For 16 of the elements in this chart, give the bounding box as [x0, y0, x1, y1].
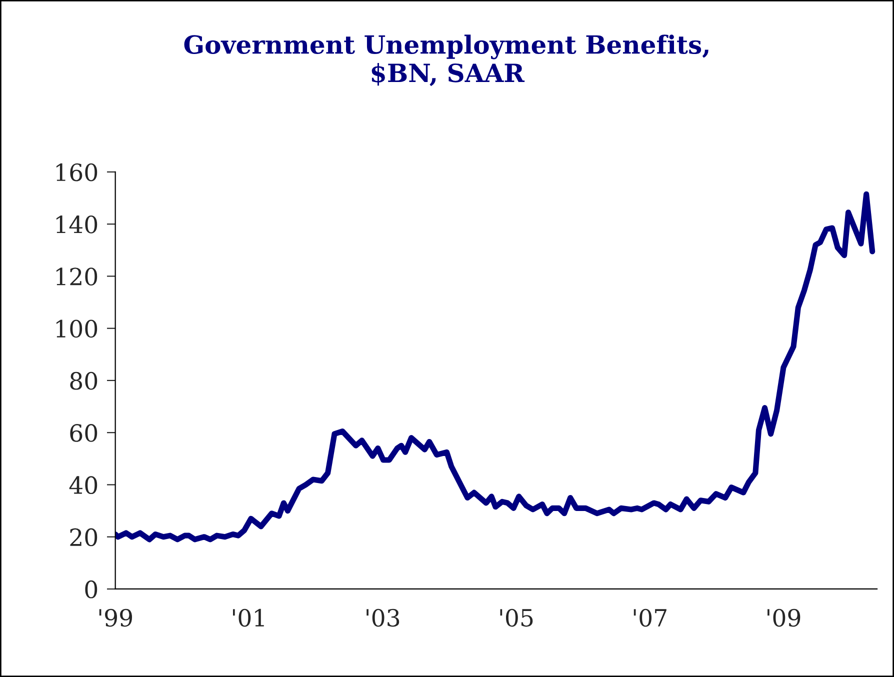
x-tick-label: '09: [768, 608, 800, 627]
y-tick-label: 80: [70, 372, 98, 390]
x-tick-label: '99: [99, 608, 132, 627]
chart-title: Government Unemployment Benefits, $BN, SAAR: [184, 34, 708, 86]
y-tick-label: 160: [56, 163, 98, 182]
y-tick-label: 0: [85, 580, 98, 598]
y-tick-label: 140: [56, 216, 98, 234]
y-tick-label: 60: [70, 424, 98, 442]
x-tick-label: '03: [366, 608, 400, 627]
x-tick-label: '07: [634, 608, 666, 627]
x-tick-label: '05: [500, 608, 533, 627]
y-tick-label: 100: [56, 320, 98, 338]
y-tick-label: 120: [56, 268, 98, 286]
y-tick-label: 20: [70, 528, 98, 546]
y-tick-label: 40: [69, 476, 98, 494]
x-tick-label: '01: [233, 608, 264, 627]
